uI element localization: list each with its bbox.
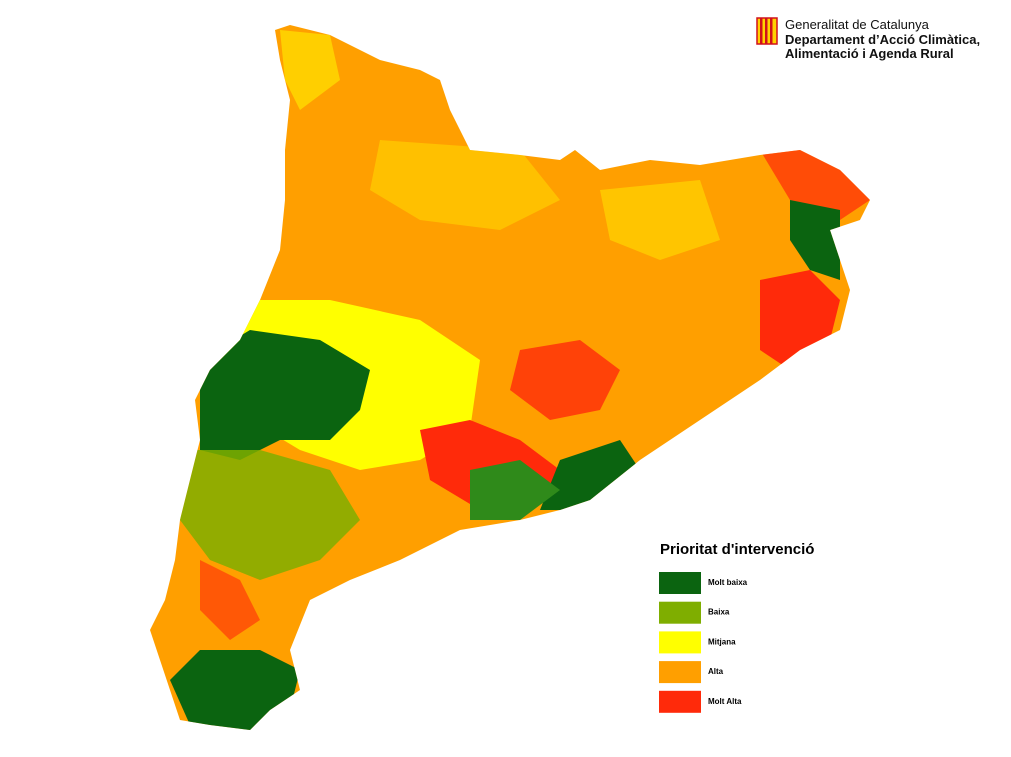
- legend-label: Baixa: [708, 608, 730, 617]
- region-map: [150, 25, 870, 730]
- logo: [756, 17, 778, 45]
- header-line: Generalitat de Catalunya: [785, 17, 929, 32]
- header-line: Departament d’Acció Climàtica,: [785, 32, 981, 47]
- legend-label: Molt baixa: [708, 578, 748, 587]
- legend-swatch: [659, 572, 701, 594]
- legend-label: Alta: [708, 667, 724, 676]
- legend-swatch: [659, 690, 701, 713]
- legend-label: Molt Alta: [708, 697, 742, 706]
- legend-title: Prioritat d'intervenció: [660, 541, 814, 558]
- header-line: Alimentació i Agenda Rural: [785, 46, 954, 61]
- legend-swatch: [659, 601, 701, 624]
- legend: Molt baixa Baixa Mitjana Alta Molt Alta: [659, 572, 748, 713]
- legend-swatch: [659, 631, 701, 654]
- legend-label: Mitjana: [708, 637, 736, 646]
- legend-swatch: [659, 661, 701, 684]
